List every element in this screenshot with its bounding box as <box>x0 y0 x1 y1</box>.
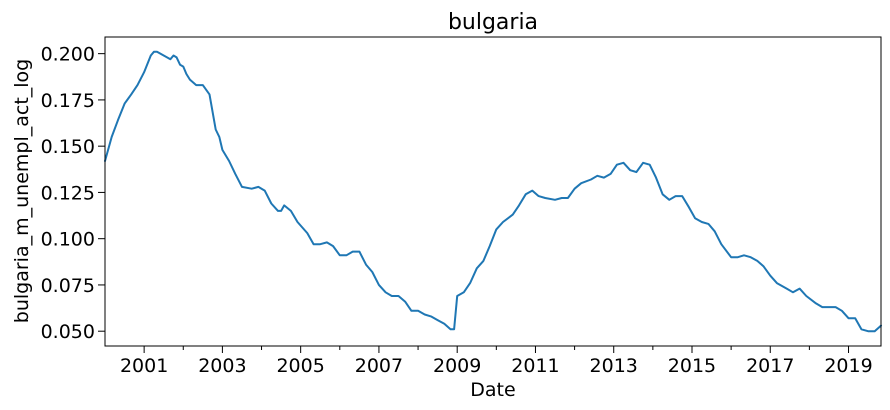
y-tick-label: 0.175 <box>41 90 95 112</box>
x-tick-label: 2003 <box>198 355 246 377</box>
x-tick-label: 2019 <box>824 355 872 377</box>
y-tick-label: 0.125 <box>41 182 95 204</box>
x-tick-label: 2005 <box>276 355 324 377</box>
y-tick-label: 0.075 <box>41 275 95 297</box>
y-axis: 0.050 0.075 0.100 0.125 0.150 0.175 0.200 <box>41 44 105 343</box>
plot-frame <box>104 36 882 347</box>
x-axis: 2001 2003 2005 2007 2009 2011 2013 2015 2017 2019 <box>120 346 873 377</box>
y-axis-label: bulgaria_m_unempl_act_log <box>11 59 33 323</box>
x-tick-label: 2009 <box>433 355 481 377</box>
y-tick-label: 0.150 <box>41 136 95 158</box>
x-tick-label: 2015 <box>668 355 716 377</box>
series-line <box>104 50 882 333</box>
x-tick-label: 2013 <box>590 355 638 377</box>
x-tick-label: 2017 <box>746 355 794 377</box>
y-tick-label: 0.200 <box>41 44 95 66</box>
x-tick-label: 2001 <box>120 355 168 377</box>
plot-area <box>104 50 882 333</box>
y-tick-label: 0.050 <box>41 321 95 343</box>
x-tick-label: 2007 <box>355 355 403 377</box>
y-tick-label: 0.100 <box>41 229 95 251</box>
x-tick-label: 2011 <box>511 355 559 377</box>
x-axis-label: Date <box>470 379 515 401</box>
chart-title: bulgaria <box>448 10 538 35</box>
